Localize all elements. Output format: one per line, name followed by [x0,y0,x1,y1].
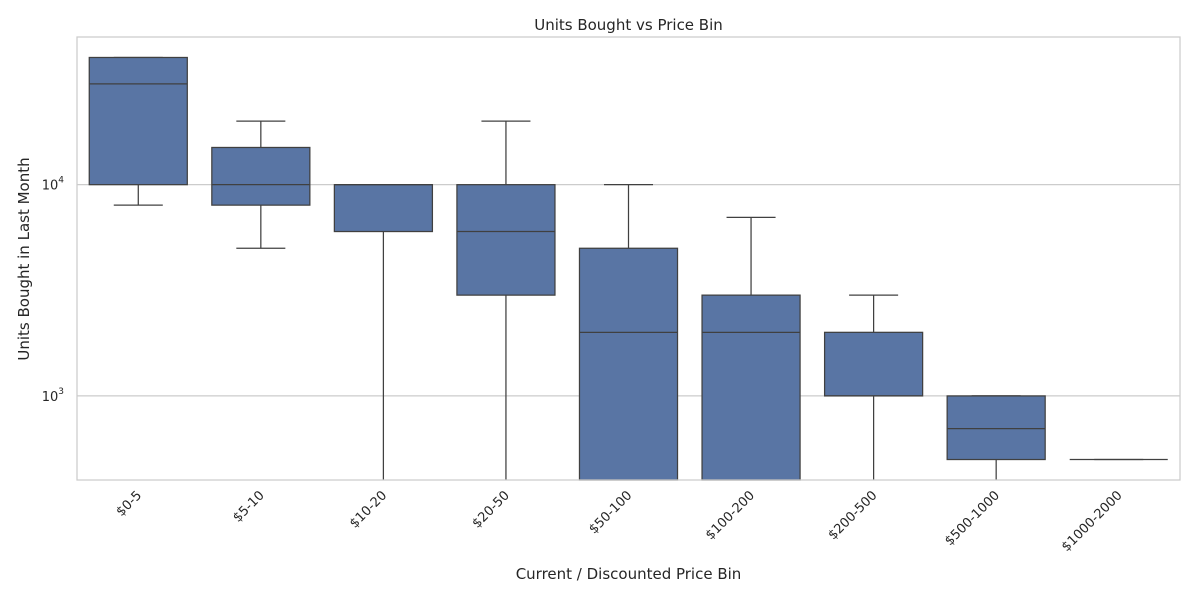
box-group [823,294,924,480]
box-group [211,120,311,249]
y-tick-base: 10 [42,179,59,194]
box-body [823,331,924,397]
box-group [701,216,801,481]
box-body [88,56,188,186]
box-group [333,184,434,480]
plot-frame [76,36,1181,481]
box-body [946,395,1046,461]
box-body [211,146,311,206]
box-group [88,56,188,206]
x-axis-label: Current / Discounted Price Bin [516,565,742,583]
y-axis-label: Units Bought in Last Month [15,157,33,360]
chart-title: Units Bought vs Price Bin [534,16,723,34]
box-body [701,294,801,481]
box-layer [88,56,1168,481]
box-group [946,395,1046,480]
box-group [578,184,679,481]
box-body [578,247,679,481]
y-tick-base: 10 [42,390,59,405]
y-tick-exponent: 4 [58,176,64,186]
box-group [456,120,556,480]
box-body [456,184,556,296]
y-tick-label: 103 [42,387,64,405]
box-body [333,184,434,233]
y-tick-exponent: 3 [58,387,64,397]
y-tick-label: 104 [42,176,65,194]
